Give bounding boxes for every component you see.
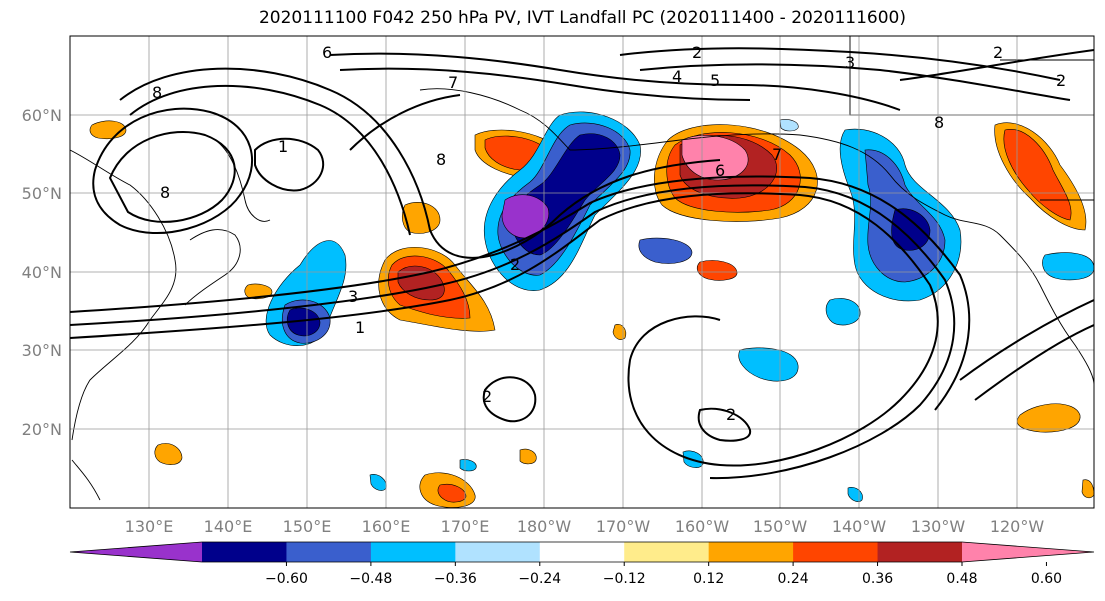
plot-frame xyxy=(69,35,1095,509)
contour-label: 5 xyxy=(710,71,720,90)
colorbar-tick-label: 0.12 xyxy=(693,571,724,587)
contour-label: 2 xyxy=(692,43,702,62)
colorbar-segment xyxy=(539,542,625,562)
lon-label: 160°E xyxy=(362,517,411,536)
contour-label: 2 xyxy=(1056,71,1066,90)
colorbar-tick-label: −0.12 xyxy=(603,571,646,587)
colorbar-segment xyxy=(202,542,287,562)
colorbar-tick-label: −0.60 xyxy=(265,571,308,587)
contour-label: 3 xyxy=(845,53,855,72)
lon-label: 170°E xyxy=(441,517,490,536)
colorbar-segment xyxy=(624,542,710,562)
colorbar: −0.60 −0.48 −0.36 −0.24 −0.12 0.12 0.24 0.36 0.4… xyxy=(69,541,1095,587)
lon-label: 150°E xyxy=(283,517,332,536)
colorbar-outline xyxy=(69,541,1095,563)
contour-label: 6 xyxy=(322,43,332,62)
colorbar-tick-label: 0.36 xyxy=(862,571,893,587)
contour-label: 7 xyxy=(772,145,782,164)
lon-label: 140°W xyxy=(832,517,887,536)
lat-axis-labels: 60°N 50°N 40°N 30°N 20°N xyxy=(22,106,62,439)
lon-label: 150°W xyxy=(753,517,808,536)
lon-label: 130°W xyxy=(911,517,966,536)
pv-contours xyxy=(70,47,1094,480)
lon-label: 130°E xyxy=(125,517,174,536)
lat-label: 30°N xyxy=(22,341,62,360)
colorbar-tick-label: 0.24 xyxy=(778,571,809,587)
colorbar-segment xyxy=(708,542,794,562)
contour-label: 7 xyxy=(448,73,458,92)
contour-label: 6 xyxy=(715,161,725,180)
contour-label: 2 xyxy=(993,43,1003,62)
colorbar-tick-label: −0.48 xyxy=(349,571,392,587)
colorbar-segment xyxy=(370,542,456,562)
colorbar-segment xyxy=(793,542,879,562)
lat-label: 20°N xyxy=(22,420,62,439)
contour-label: 2 xyxy=(482,387,492,406)
lat-label: 40°N xyxy=(22,263,62,282)
colorbar-tick-label: 0.48 xyxy=(946,571,977,587)
contour-label: 8 xyxy=(152,83,162,102)
contour-label: 1 xyxy=(355,318,365,337)
map-title: 2020111100 F042 250 hPa PV, IVT Landfall… xyxy=(258,8,906,28)
contour-label: 8 xyxy=(160,183,170,202)
contour-label: 2 xyxy=(726,405,736,424)
lon-label: 120°W xyxy=(990,517,1045,536)
colorbar-segment xyxy=(877,542,963,562)
contour-label: 2 xyxy=(510,255,520,274)
contour-label: 3 xyxy=(348,287,358,306)
lon-label: 170°W xyxy=(596,517,651,536)
lat-label: 60°N xyxy=(22,106,62,125)
lon-axis-labels: 130°E 140°E 150°E 160°E 170°E 180°W 170°… xyxy=(125,517,1045,536)
contour-label: 8 xyxy=(934,113,944,132)
contour-label: 4 xyxy=(672,67,682,86)
colorbar-segment xyxy=(286,542,372,562)
lon-label: 180°W xyxy=(517,517,572,536)
contour-label-set: 6 8 7 2 4 5 3 2 1 6 7 8 3 1 2 2 2 8 8 2 xyxy=(152,43,1066,424)
colorbar-extend-max xyxy=(962,542,1094,562)
colorbar-tick-label: −0.24 xyxy=(518,571,561,587)
contour-label: 8 xyxy=(436,150,446,169)
lon-label: 140°E xyxy=(204,517,253,536)
lat-label: 50°N xyxy=(22,184,62,203)
colorbar-extend-min xyxy=(70,542,202,562)
lon-label: 160°W xyxy=(675,517,730,536)
colorbar-tick-label: −0.36 xyxy=(434,571,477,587)
graticule xyxy=(70,36,1094,508)
colorbar-segment xyxy=(455,542,541,562)
contour-label: 1 xyxy=(278,137,288,156)
colorbar-tick-label: 0.60 xyxy=(1031,571,1062,587)
